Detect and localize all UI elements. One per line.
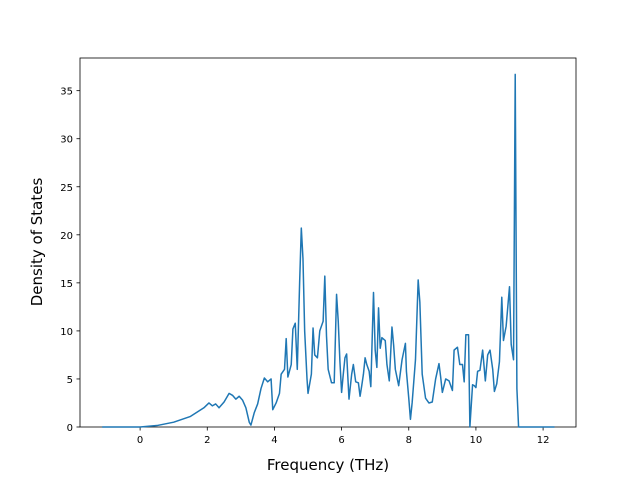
y-tick-label: 0 — [67, 423, 73, 434]
y-tick-label: 20 — [60, 231, 73, 242]
plot-frame — [79, 57, 577, 428]
x-tick-label: 12 — [537, 435, 550, 446]
data-line — [102, 73, 555, 428]
y-tick-label: 25 — [60, 183, 73, 194]
y-axis-label: Density of States — [28, 178, 46, 307]
x-tick-label: 0 — [137, 435, 143, 446]
x-tick-label: 6 — [338, 435, 344, 446]
x-tick-label: 10 — [470, 435, 483, 446]
x-tick-label: 8 — [406, 435, 412, 446]
x-axis-label: Frequency (THz) — [267, 456, 389, 474]
y-tick-label: 35 — [60, 87, 73, 98]
x-tick-label: 2 — [204, 435, 210, 446]
y-tick-label: 5 — [67, 375, 73, 386]
x-tick-label: 4 — [271, 435, 277, 446]
y-tick-label: 15 — [60, 279, 73, 290]
y-tick-label: 30 — [60, 135, 73, 146]
y-tick-label: 10 — [60, 327, 73, 338]
